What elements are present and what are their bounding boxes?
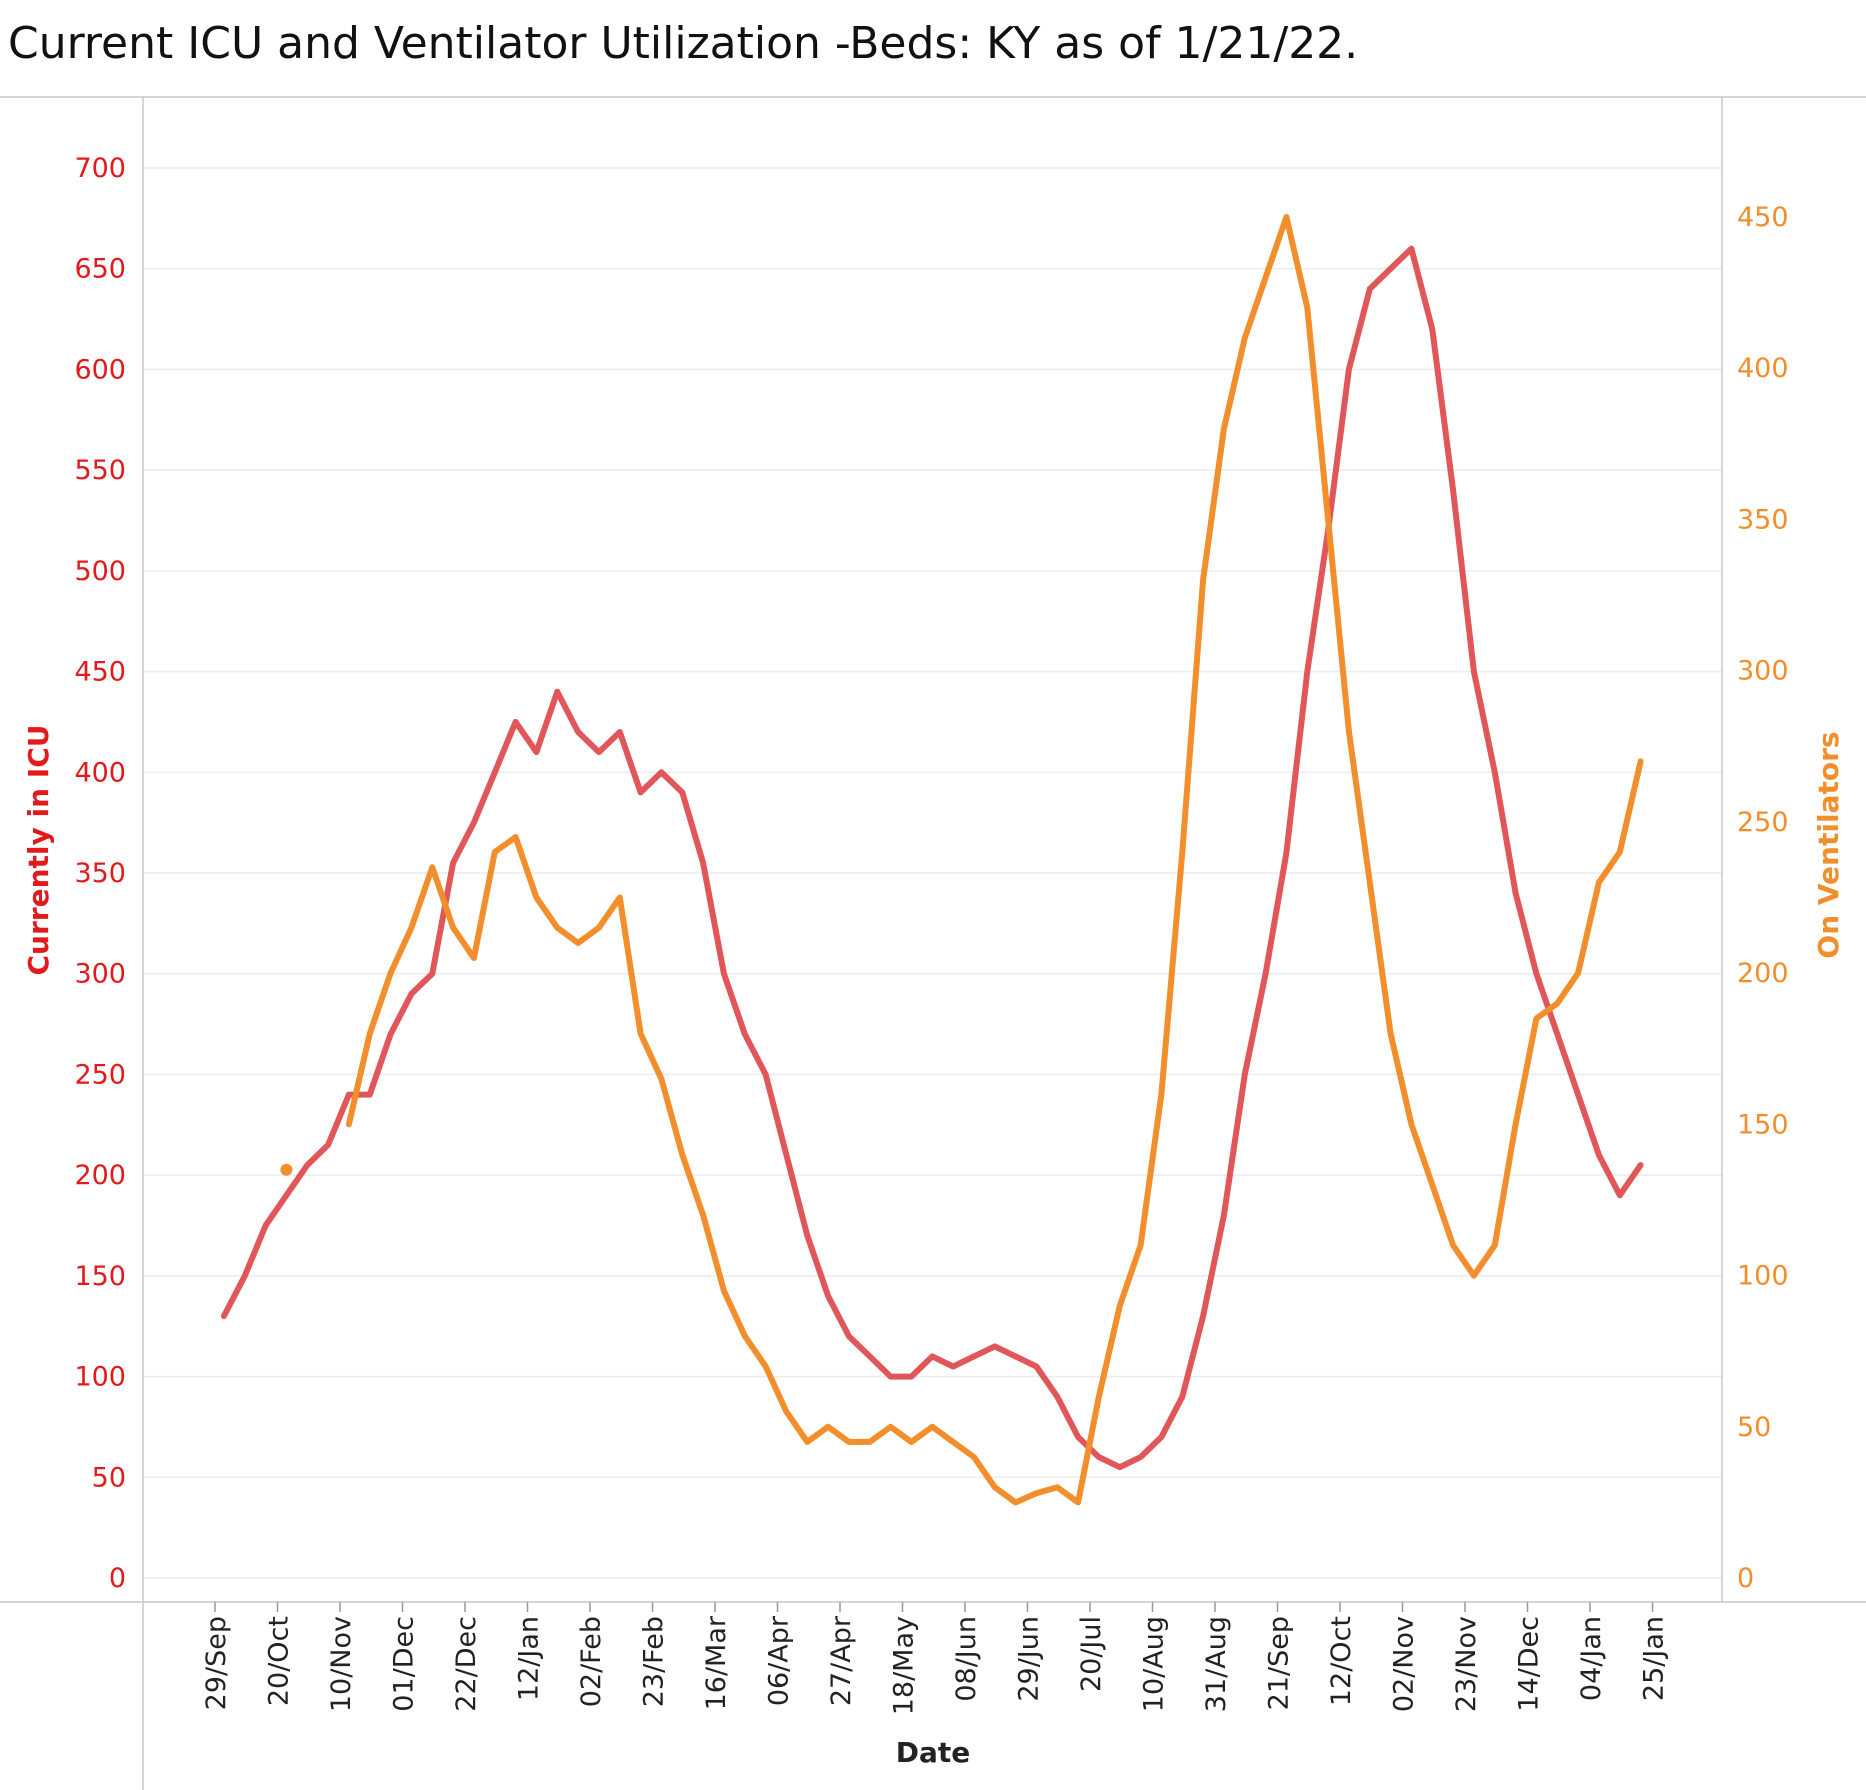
right-tick-label: 50 [1737,1412,1771,1443]
x-tick-label: 18/May [889,1616,920,1715]
x-tick-label: 23/Feb [639,1616,670,1707]
x-tick-label: 14/Dec [1514,1616,1545,1712]
right-tick-label: 450 [1737,202,1789,233]
right-tick-label: 200 [1737,958,1789,989]
gridlines [143,167,1722,1579]
left-tick-label: 250 [74,1059,126,1090]
left-tick-label: 100 [74,1362,126,1393]
x-tick-label: 20/Oct [264,1616,295,1706]
x-tick-label: 12/Oct [1326,1616,1357,1706]
right-tick-label: 250 [1737,807,1789,838]
left-tick-label: 550 [74,455,126,486]
series-line-segment [345,214,1644,1506]
right-axis-ticks: 0 50 100 150 200 250 300 350 400 450 [1737,202,1789,1594]
x-axis-ticks: 29/Sep 20/Oct 10/Nov 01/Dec 22/Dec 12/Jan 02/F… [201,1602,1670,1715]
left-tick-label: 450 [74,657,126,688]
right-tick-label: 350 [1737,504,1789,535]
x-tick-label: 23/Nov [1451,1616,1482,1712]
series-point [280,1163,293,1176]
series-lines [220,214,1644,1506]
right-tick-label: 300 [1737,656,1789,687]
x-tick-label: 21/Sep [1264,1616,1295,1710]
series-line-segment [220,245,1644,1471]
chart-title: Current ICU and Ventilator Utilization -… [8,18,1359,69]
right-axis-title: On Ventilators [1812,731,1845,958]
chart-frame [0,96,1866,1790]
x-tick-label: 22/Dec [451,1616,482,1712]
x-tick-label: 25/Jan [1639,1616,1670,1701]
left-axis-ticks: 0 50 100 150 200 250 300 350 400 450 500 550 600 650 7… [74,153,126,1594]
series-icu [220,245,1644,1471]
left-tick-label: 50 [92,1462,126,1493]
right-tick-label: 400 [1737,353,1789,384]
x-tick-label: 29/Jun [1014,1616,1045,1702]
left-tick-label: 700 [74,153,126,184]
left-tick-label: 500 [74,556,126,587]
left-tick-label: 150 [74,1261,126,1292]
x-tick-label: 29/Sep [201,1616,232,1710]
x-tick-label: 10/Aug [1139,1616,1170,1712]
x-axis-title: Date [896,1736,971,1769]
x-tick-label: 27/Apr [826,1615,857,1706]
x-tick-label: 01/Dec [389,1616,420,1712]
x-tick-label: 20/Jul [1076,1616,1107,1692]
left-tick-label: 300 [74,959,126,990]
x-tick-label: 06/Apr [764,1615,795,1706]
right-tick-label: 150 [1737,1109,1789,1140]
x-tick-label: 02/Feb [576,1616,607,1707]
x-tick-label: 10/Nov [326,1616,357,1712]
series-ventilators [280,214,1644,1506]
left-tick-label: 400 [74,757,126,788]
right-tick-label: 0 [1737,1563,1754,1594]
left-tick-label: 350 [74,858,126,889]
x-tick-label: 04/Jan [1576,1616,1607,1701]
x-tick-label: 02/Nov [1389,1616,1420,1712]
x-tick-label: 12/Jan [514,1616,545,1701]
x-tick-label: 08/Jun [951,1616,982,1702]
left-tick-label: 600 [74,354,126,385]
left-tick-label: 0 [109,1563,126,1594]
x-tick-label: 16/Mar [701,1615,732,1710]
x-tick-label: 31/Aug [1201,1616,1232,1712]
left-axis-title: Currently in ICU [22,725,55,976]
right-tick-label: 100 [1737,1261,1789,1292]
left-tick-label: 650 [74,254,126,285]
left-tick-label: 200 [74,1160,126,1191]
